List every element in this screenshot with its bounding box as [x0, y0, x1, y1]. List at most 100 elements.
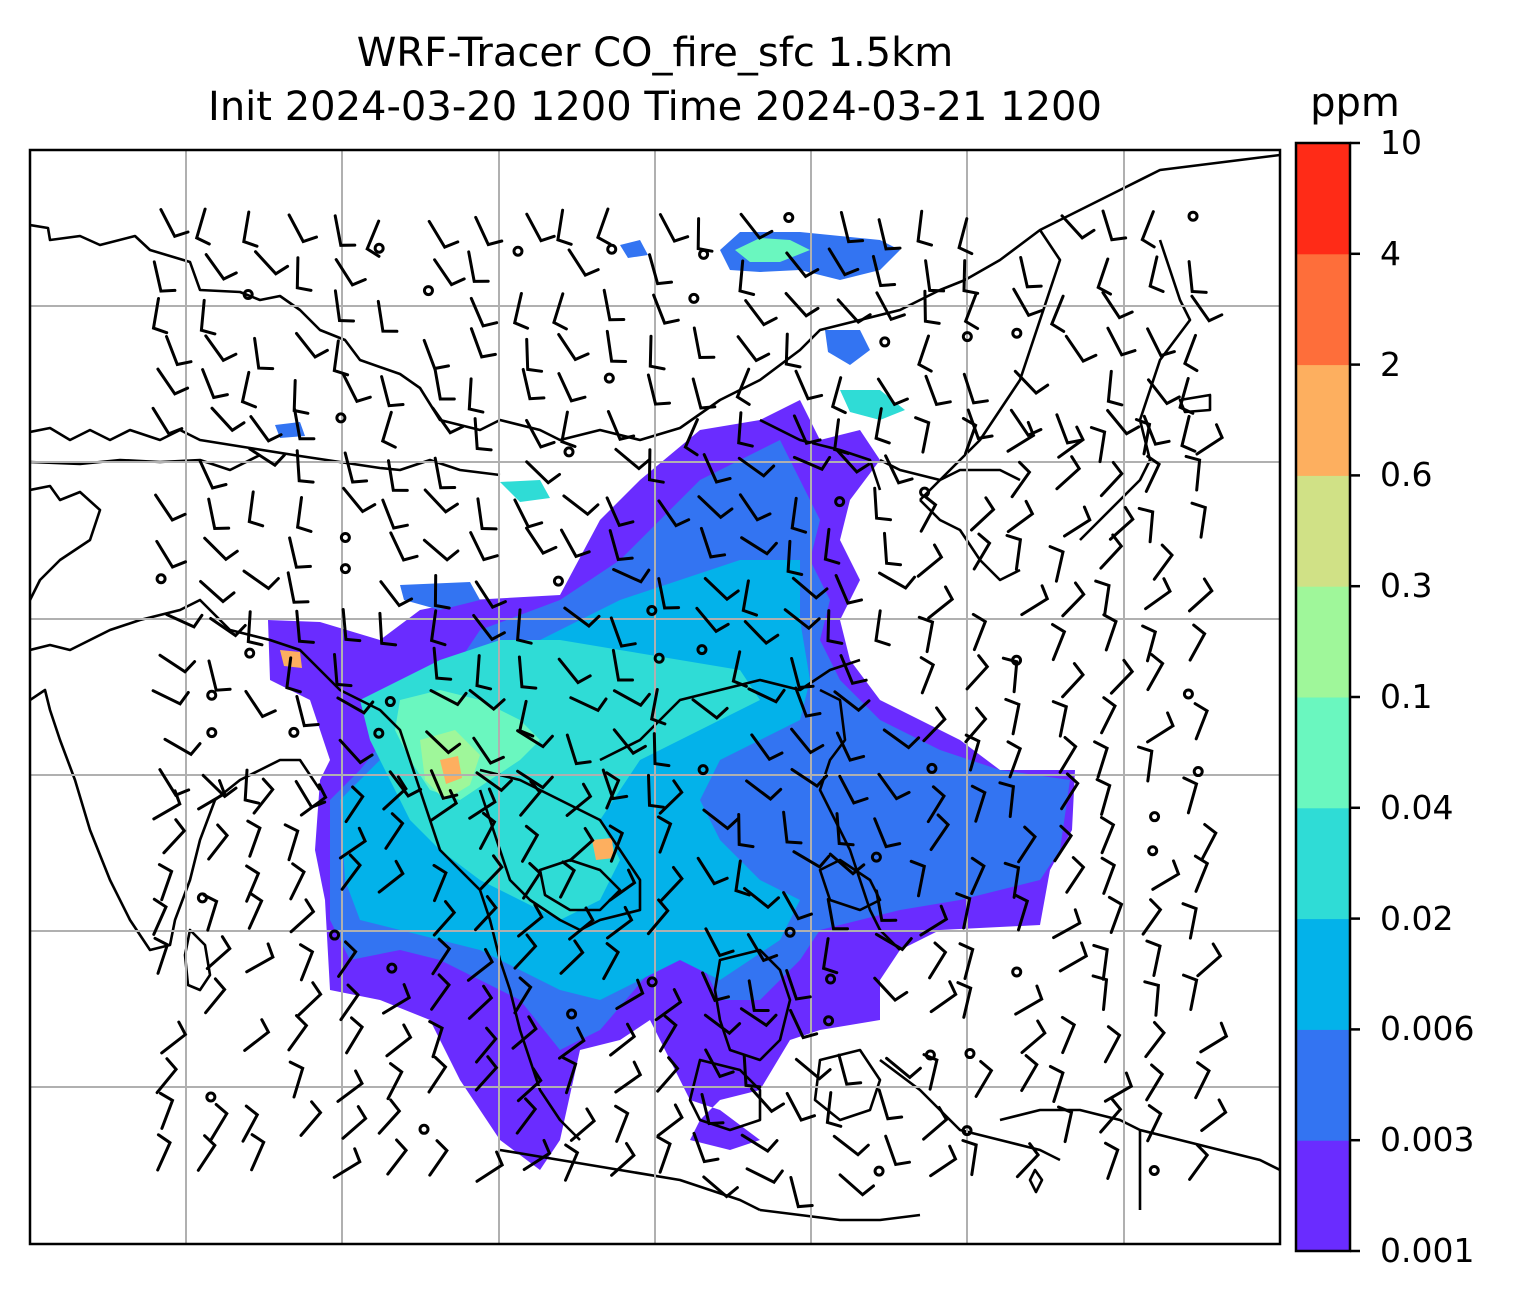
colorbar-tick-label: 0.3: [1380, 566, 1433, 606]
calm-wind-marker: [566, 1008, 578, 1020]
wind-barb: [609, 1022, 637, 1057]
wind-barb: [525, 337, 544, 373]
wind-barb: [1048, 545, 1065, 583]
wind-barb: [344, 785, 365, 824]
wind-barb: [963, 291, 980, 330]
wind-barb: [1094, 579, 1111, 617]
wind-barb: [929, 980, 958, 1014]
wind-barb: [961, 416, 978, 456]
wind-barb: [341, 608, 362, 643]
wind-barb: [1140, 210, 1156, 249]
wind-barb: [956, 981, 973, 1019]
wind-barb: [432, 646, 453, 681]
wind-barb: [476, 497, 498, 531]
wind-barb: [299, 943, 315, 982]
wind-barb: [1144, 454, 1161, 493]
colorbar-tick-label: 0.006: [1380, 1009, 1475, 1049]
wind-barb: [209, 617, 247, 638]
wind-barb: [1200, 1098, 1228, 1132]
calm-wind-marker: [964, 1048, 976, 1060]
colorbar-segment: [1296, 143, 1350, 255]
calm-wind-marker: [288, 726, 300, 738]
wind-barb: [475, 771, 513, 793]
wind-barb: [165, 335, 193, 367]
wind-barb: [511, 1015, 538, 1050]
wind-barb: [207, 823, 230, 861]
wind-barb: [1196, 942, 1223, 978]
wind-barb: [877, 772, 911, 801]
wind-barb: [557, 657, 592, 685]
wind-barb: [697, 495, 734, 520]
wind-barb: [927, 585, 955, 620]
wind-barb: [299, 783, 328, 817]
wind-barb: [207, 497, 231, 531]
wind-barb: [605, 329, 628, 363]
wind-barb: [1089, 426, 1107, 464]
wind-barb: [1049, 294, 1066, 333]
colorbar-unit: ppm: [1310, 80, 1400, 126]
wind-barb: [299, 1100, 323, 1137]
wind-barb: [691, 377, 717, 410]
wind-barb: [475, 654, 493, 691]
wind-barb: [790, 496, 808, 534]
calm-wind-marker: [155, 573, 167, 585]
wind-barb: [878, 571, 916, 590]
wind-barb: [1020, 1054, 1039, 1092]
plume-peak-2: [440, 756, 462, 784]
wind-barb: [525, 526, 558, 555]
wind-barb: [929, 813, 951, 851]
wind-barb: [656, 1135, 672, 1174]
colorbar-tick-label: 0.001: [1380, 1231, 1475, 1270]
wind-barb: [386, 1138, 409, 1176]
wind-barb: [568, 827, 595, 862]
wind-barb: [1051, 700, 1069, 738]
wind-barb: [790, 768, 829, 788]
wind-barb: [609, 616, 637, 648]
wind-barb: [1178, 377, 1195, 415]
wind-barb: [479, 854, 504, 891]
wind-barb: [1020, 584, 1050, 617]
wind-barb: [606, 905, 634, 940]
wind-barb: [656, 815, 673, 854]
wind-barb: [873, 817, 902, 849]
wind-barb: [333, 214, 357, 247]
wind-barb: [560, 410, 577, 448]
wind-barb: [735, 367, 751, 406]
wind-barb: [513, 933, 538, 970]
wind-barb: [964, 706, 988, 744]
chart-title-line1: WRF-Tracer CO_fire_sfc 1.5km: [356, 30, 954, 76]
wind-barb: [702, 1175, 739, 1199]
wind-barb: [924, 259, 946, 293]
wind-barb: [1015, 1142, 1041, 1179]
colorbar-segment: [1296, 697, 1350, 809]
wind-barb: [1146, 711, 1175, 744]
wind-barb: [834, 574, 863, 605]
wind-barb: [1184, 454, 1202, 492]
wind-barb: [253, 336, 275, 371]
wind-barb: [245, 942, 275, 974]
calm-wind-marker: [1147, 845, 1159, 857]
wind-barb: [1104, 1141, 1120, 1180]
wind-barb: [785, 969, 812, 1001]
wind-barb: [378, 611, 398, 647]
wind-barb: [561, 1056, 578, 1095]
calm-wind-marker: [373, 727, 385, 739]
wind-barb: [336, 1069, 364, 1103]
colorbar-segment: [1296, 807, 1350, 920]
wind-barb: [246, 819, 262, 858]
calm-wind-marker: [1182, 688, 1194, 700]
wind-barb: [924, 374, 952, 407]
wind-barb: [151, 406, 184, 436]
wind-barb: [792, 850, 831, 869]
wind-barb: [429, 689, 468, 707]
wind-barb: [746, 933, 779, 963]
wind-barb: [876, 377, 909, 407]
wind-barb: [422, 538, 460, 562]
wind-barb: [737, 813, 755, 849]
wind-barb: [196, 1134, 217, 1172]
wind-barb: [559, 860, 577, 899]
wind-barb: [199, 580, 236, 604]
wind-barb: [1134, 418, 1152, 456]
wind-barb: [204, 977, 227, 1015]
wind-barb: [1188, 623, 1207, 662]
